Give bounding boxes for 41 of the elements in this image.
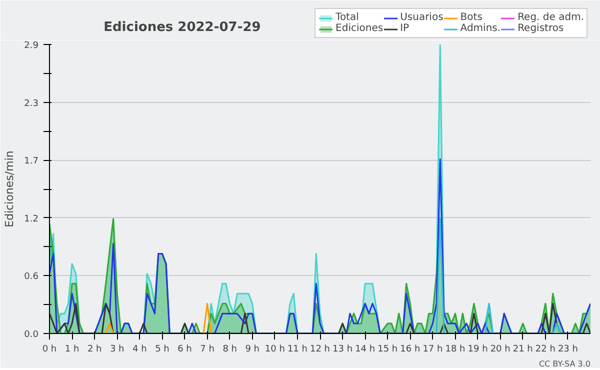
chart-title: Ediciones 2022-07-29 (104, 20, 261, 35)
x-tick-label: 22 h (535, 344, 556, 354)
text: CC BY-SA 3.0 (538, 360, 591, 368)
legend-label: Registros (518, 23, 564, 34)
y-tick-label: 0.0 (24, 330, 39, 340)
x-tick-label: 14 h (355, 344, 376, 354)
x-tick-label: 8 h (222, 344, 237, 354)
x-tick-label: 17 h (422, 344, 443, 354)
x-tick-label: 5 h (155, 344, 170, 354)
y-tick-label: 1.7 (24, 156, 39, 167)
x-tick-label: 11 h (287, 344, 308, 354)
x-tick-label: 12 h (310, 344, 330, 354)
x-tick-label: 13 h (332, 344, 353, 354)
legend-label: IP (400, 23, 410, 34)
x-tick-label: 19 h (468, 344, 488, 354)
x-tick-label: 18 h (445, 344, 466, 354)
x-tick-label: 21 h (512, 344, 533, 354)
y-tick-label: 1.2 (24, 214, 39, 224)
y-tick-label: 2.9 (24, 41, 39, 51)
legend-label: Admins. (460, 23, 501, 34)
legend-label: Ediciones (336, 23, 384, 34)
x-tick-label: 4 h (132, 344, 147, 354)
x-tick-label: 23 h (558, 344, 578, 354)
x-tick-label: 20 h (490, 344, 510, 354)
legend-label: Bots (460, 12, 482, 23)
x-tick-label: 2 h (87, 344, 102, 354)
legend-label: Total (336, 12, 359, 23)
y-tick-label: 2.3 (24, 98, 39, 109)
x-tick-label: 3 h (110, 344, 124, 354)
legend-label: Reg. de adm. (518, 12, 584, 23)
y-tick-label: 0.6 (24, 272, 39, 282)
y-axis-title: Ediciones/min (3, 150, 16, 228)
x-tick-label: 1 h (64, 344, 80, 354)
x-tick-label: 7 h (200, 344, 214, 354)
x-tick-label: 16 h (400, 344, 420, 354)
x-tick-label: 9 h (245, 344, 260, 354)
x-tick-label: 0 h (42, 344, 57, 354)
x-tick-label: 15 h (378, 344, 398, 354)
legend-label: Usuarios (400, 12, 444, 23)
x-tick-label: 10 h (264, 344, 285, 354)
x-tick-label: 6 h (178, 344, 192, 354)
